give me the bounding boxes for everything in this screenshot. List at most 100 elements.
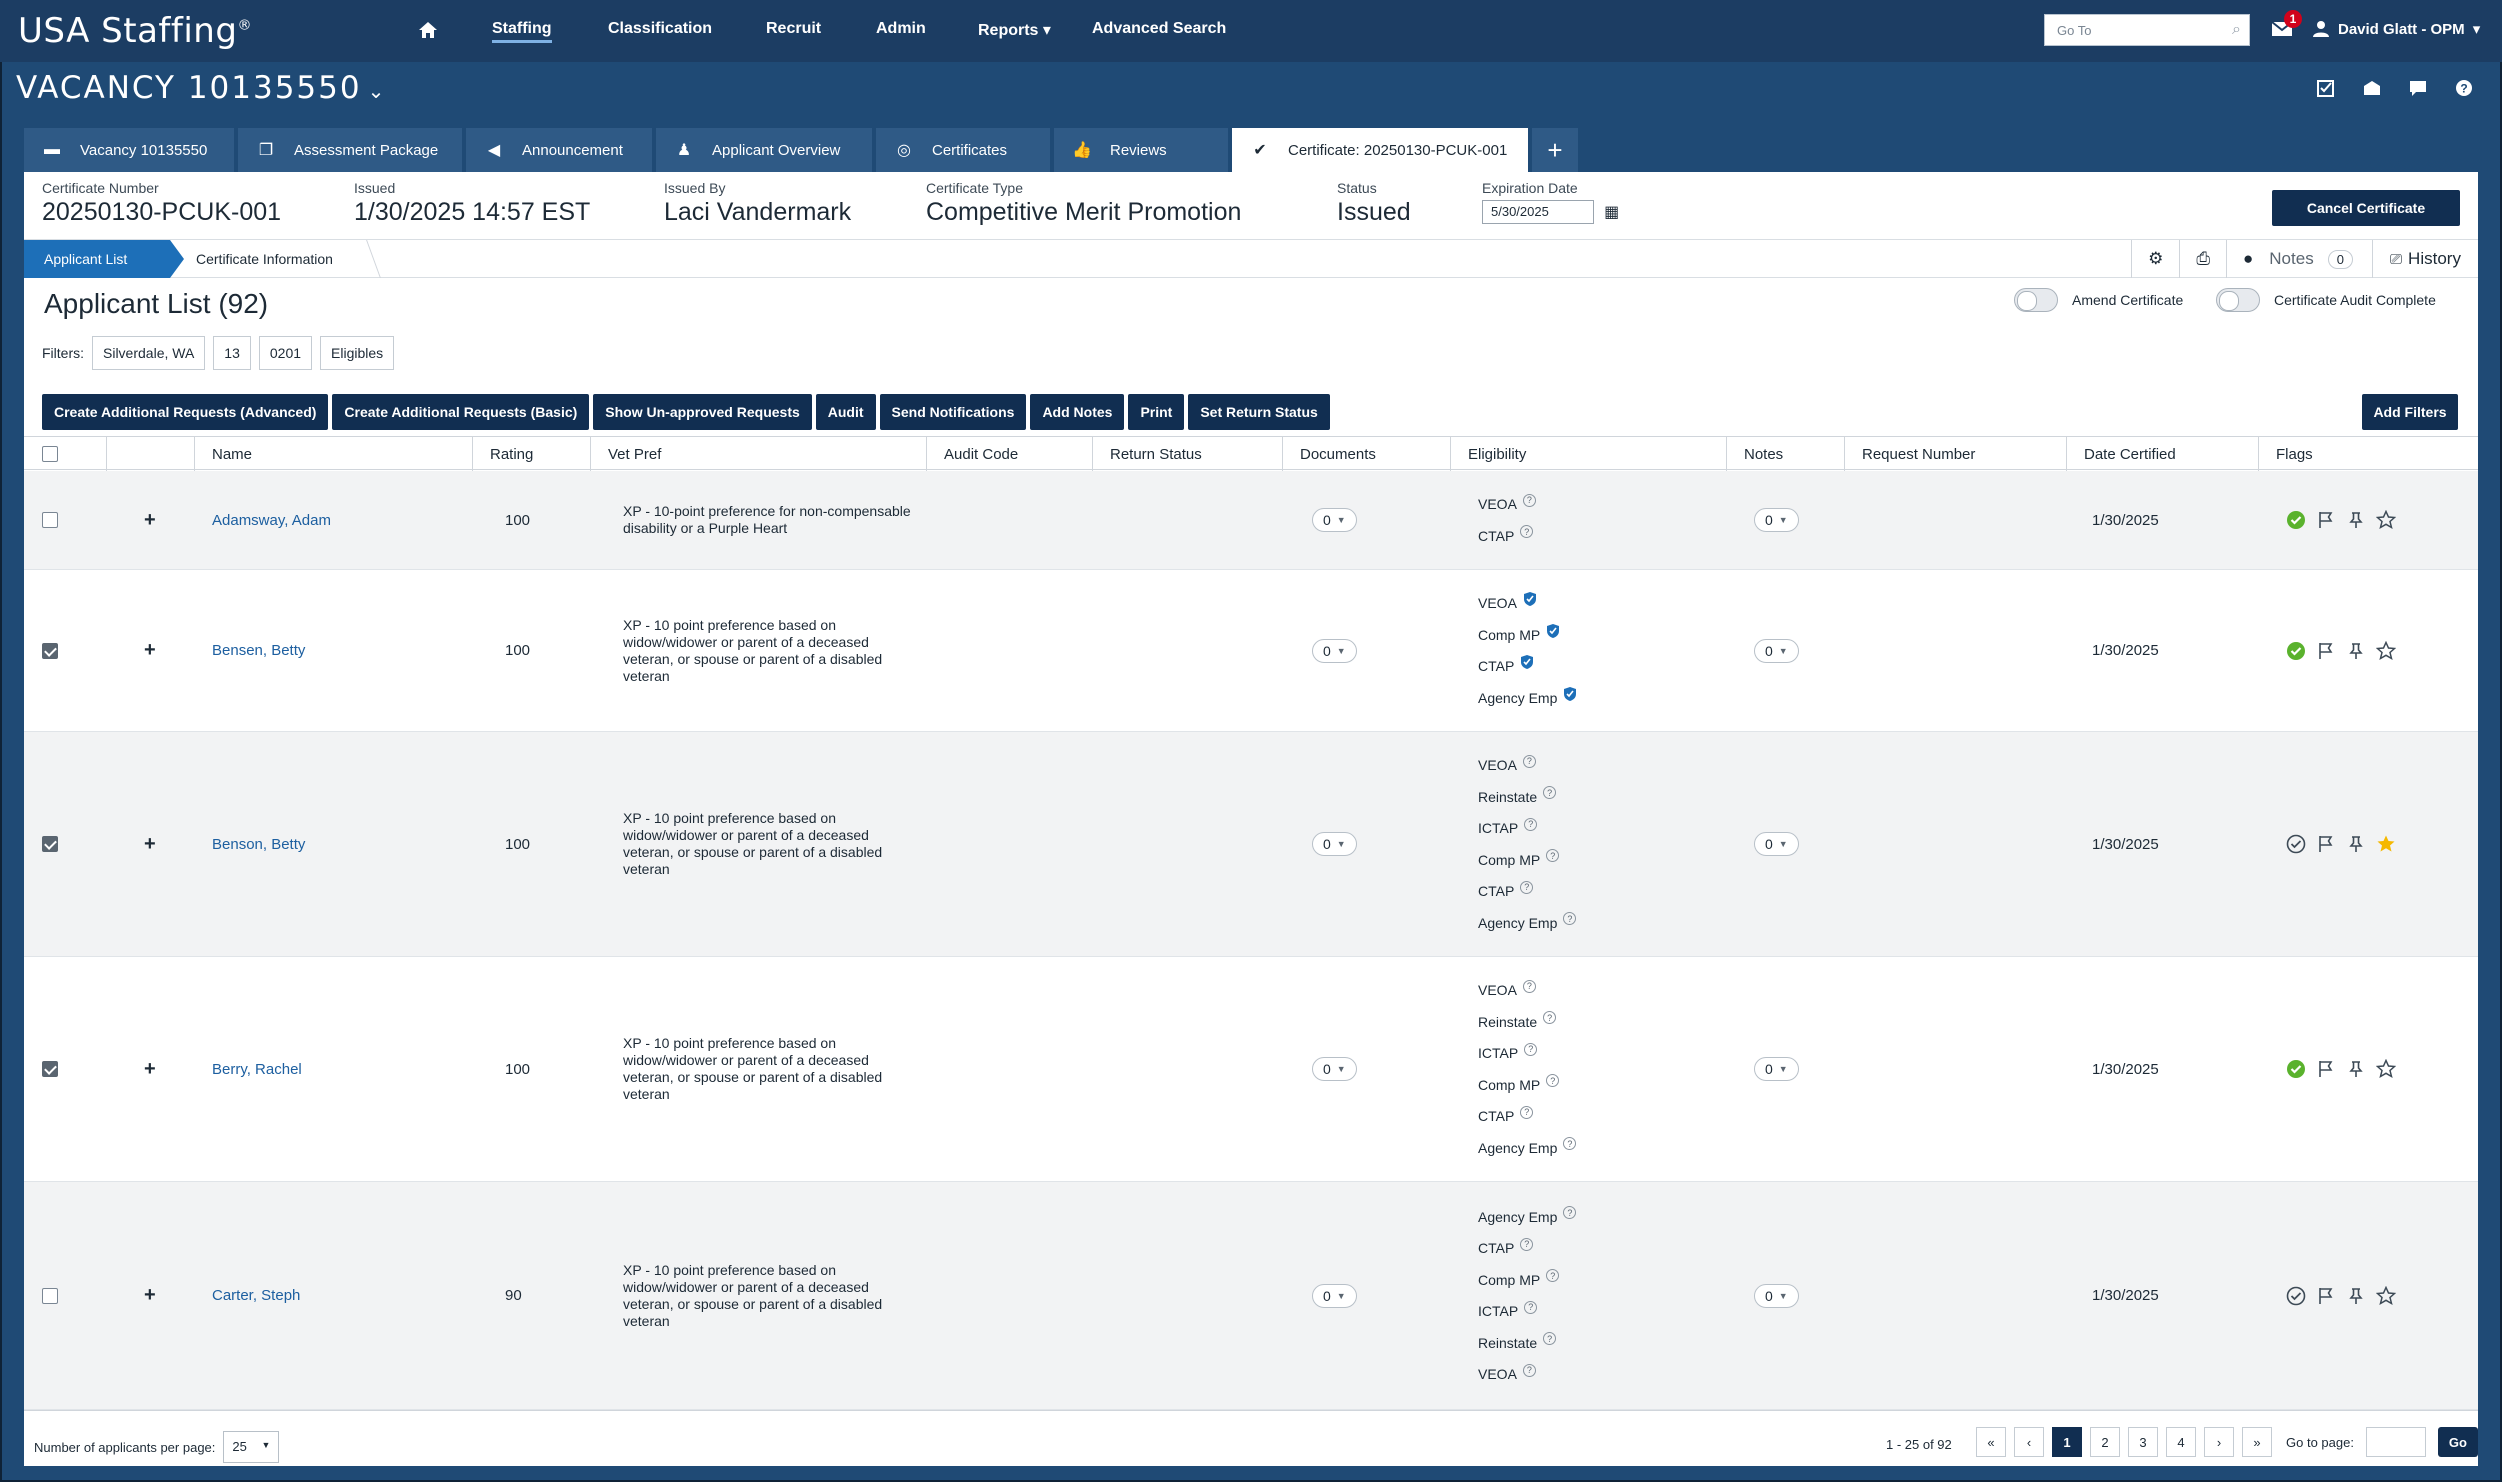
notes-button[interactable]: ● Notes 0 bbox=[2226, 240, 2372, 278]
add-tab-button[interactable]: + bbox=[1532, 128, 1578, 172]
row-checkbox[interactable] bbox=[42, 642, 58, 659]
help-icon[interactable]: ? bbox=[1520, 1237, 1534, 1251]
help-icon[interactable]: ? bbox=[1546, 1269, 1560, 1283]
tab-certificate-detail[interactable]: ✔ Certificate: 20250130-PCUK-001 bbox=[1232, 128, 1528, 172]
col-flags[interactable]: Flags bbox=[2258, 437, 2478, 471]
nav-staffing[interactable]: Staffing bbox=[492, 20, 552, 43]
flag-icon[interactable] bbox=[2316, 510, 2336, 530]
flag-icon[interactable] bbox=[2316, 1286, 2336, 1306]
star-icon[interactable] bbox=[2376, 640, 2396, 661]
documents-dropdown[interactable]: 0 ▼ bbox=[1312, 832, 1357, 856]
documents-dropdown[interactable]: 0 ▼ bbox=[1312, 638, 1357, 663]
help-icon[interactable]: ? bbox=[1563, 912, 1577, 926]
check-circle-icon[interactable] bbox=[2286, 1059, 2306, 1079]
expand-row-button[interactable]: + bbox=[144, 957, 156, 1181]
amend-certificate-toggle[interactable] bbox=[2014, 288, 2058, 312]
tab-certificates[interactable]: ◎ Certificates bbox=[876, 128, 1050, 172]
user-menu[interactable]: David Glatt - OPM ▾ bbox=[2312, 20, 2480, 38]
expand-row-button[interactable]: + bbox=[144, 471, 156, 569]
pin-icon[interactable] bbox=[2346, 1286, 2366, 1306]
calendar-icon[interactable]: ▦ bbox=[1604, 204, 1620, 222]
flag-icon[interactable] bbox=[2316, 641, 2336, 661]
set-return-status-button[interactable]: Set Return Status bbox=[1188, 394, 1330, 430]
history-button[interactable]: ⎚ History bbox=[2372, 240, 2478, 278]
create-requests-advanced-button[interactable]: Create Additional Requests (Advanced) bbox=[42, 394, 329, 430]
row-checkbox[interactable] bbox=[42, 1287, 58, 1304]
help-icon[interactable]: ? bbox=[1520, 525, 1534, 539]
pin-icon[interactable] bbox=[2346, 1059, 2366, 1079]
tab-reviews[interactable]: 👍 Reviews bbox=[1054, 128, 1228, 172]
expand-row-button[interactable]: + bbox=[144, 1182, 156, 1409]
next-page-button[interactable]: › bbox=[2204, 1427, 2234, 1457]
help-icon[interactable]: ? bbox=[1524, 1300, 1538, 1314]
help-icon[interactable]: ? bbox=[1563, 1137, 1577, 1151]
check-circle-icon[interactable] bbox=[2286, 510, 2306, 530]
last-page-button[interactable]: » bbox=[2242, 1427, 2272, 1457]
filter-location[interactable]: Silverdale, WA bbox=[92, 336, 206, 370]
star-icon[interactable] bbox=[2376, 1059, 2396, 1079]
help-icon[interactable]: ? bbox=[1563, 1206, 1577, 1220]
nav-reports[interactable]: Reports ▾ bbox=[978, 22, 1051, 39]
col-vet-pref[interactable]: Vet Pref bbox=[590, 437, 926, 471]
prev-page-button[interactable]: ‹ bbox=[2014, 1427, 2044, 1457]
print-button[interactable]: ⎙ bbox=[2179, 240, 2226, 278]
audit-complete-toggle[interactable] bbox=[2216, 288, 2260, 312]
flag-icon[interactable] bbox=[2316, 1059, 2336, 1079]
documents-dropdown[interactable]: 0 ▼ bbox=[1312, 1283, 1357, 1308]
tab-assessment-package[interactable]: ❐ Assessment Package bbox=[238, 128, 462, 172]
select-all-checkbox[interactable] bbox=[42, 446, 58, 462]
page-2-button[interactable]: 2 bbox=[2090, 1427, 2120, 1457]
tab-certificate-information[interactable]: Certificate Information bbox=[184, 240, 374, 278]
vacancy-title[interactable]: VACANCY 10135550 ⌄ bbox=[16, 70, 387, 106]
col-notes[interactable]: Notes bbox=[1726, 437, 1844, 471]
comment-icon[interactable] bbox=[2408, 78, 2428, 98]
documents-dropdown[interactable]: 0 ▼ bbox=[1312, 1057, 1357, 1081]
expiration-date-input[interactable]: 5/30/2025 bbox=[1482, 200, 1594, 224]
nav-advanced-search[interactable]: Advanced Search bbox=[1092, 20, 1227, 37]
send-notifications-button[interactable]: Send Notifications bbox=[879, 394, 1027, 430]
create-requests-basic-button[interactable]: Create Additional Requests (Basic) bbox=[332, 394, 590, 430]
help-icon[interactable]: ? bbox=[1520, 880, 1534, 894]
col-name[interactable]: Name bbox=[194, 437, 472, 471]
help-icon[interactable]: ? bbox=[1522, 493, 1536, 507]
nav-recruit[interactable]: Recruit bbox=[766, 20, 822, 37]
col-return-status[interactable]: Return Status bbox=[1092, 437, 1282, 471]
help-icon[interactable]: ? bbox=[1522, 979, 1536, 993]
check-circle-icon[interactable] bbox=[2286, 1286, 2306, 1306]
home-icon[interactable] bbox=[416, 18, 440, 42]
help-icon[interactable]: ? bbox=[1546, 1074, 1560, 1088]
first-page-button[interactable]: « bbox=[1976, 1427, 2006, 1457]
filter-eligibles[interactable]: Eligibles bbox=[320, 336, 395, 370]
star-icon[interactable] bbox=[2376, 510, 2396, 530]
applicant-name-link[interactable]: Adamsway, Adam bbox=[212, 511, 331, 529]
audit-button[interactable]: Audit bbox=[815, 394, 876, 430]
col-rating[interactable]: Rating bbox=[472, 437, 590, 471]
help-icon[interactable]: ? bbox=[1522, 754, 1536, 768]
star-icon[interactable] bbox=[2376, 1285, 2396, 1306]
help-icon[interactable]: ? bbox=[1543, 1332, 1557, 1346]
cancel-certificate-button[interactable]: Cancel Certificate bbox=[2272, 190, 2460, 226]
tab-applicant-overview[interactable]: ♟ Applicant Overview bbox=[656, 128, 872, 172]
goto-input[interactable]: Go To ⌕ bbox=[2044, 14, 2250, 46]
expand-row-button[interactable]: + bbox=[144, 732, 156, 956]
col-eligibility[interactable]: Eligibility bbox=[1450, 437, 1726, 471]
documents-dropdown[interactable]: 0 ▼ bbox=[1312, 508, 1357, 532]
help-icon[interactable]: ? bbox=[1546, 849, 1560, 863]
checklist-icon[interactable] bbox=[2316, 78, 2336, 98]
page-1-button[interactable]: 1 bbox=[2052, 1427, 2082, 1457]
help-icon[interactable]: ? bbox=[1524, 817, 1538, 831]
tab-vacancy[interactable]: ▬ Vacancy 10135550 bbox=[24, 128, 234, 172]
tab-announcement[interactable]: ◀ Announcement bbox=[466, 128, 652, 172]
show-unapproved-requests-button[interactable]: Show Un-approved Requests bbox=[593, 394, 812, 430]
go-button[interactable]: Go bbox=[2437, 1427, 2478, 1457]
nav-classification[interactable]: Classification bbox=[608, 20, 713, 37]
filter-series[interactable]: 0201 bbox=[258, 336, 313, 370]
filter-grade[interactable]: 13 bbox=[213, 336, 251, 370]
print-list-button[interactable]: Print bbox=[1128, 394, 1185, 430]
col-documents[interactable]: Documents bbox=[1282, 437, 1450, 471]
col-request-number[interactable]: Request Number bbox=[1844, 437, 2066, 471]
star-icon[interactable] bbox=[2376, 834, 2396, 854]
applicant-name-link[interactable]: Carter, Steph bbox=[212, 1287, 301, 1304]
pin-icon[interactable] bbox=[2346, 834, 2366, 854]
notes-dropdown[interactable]: 0 ▼ bbox=[1754, 1283, 1799, 1308]
